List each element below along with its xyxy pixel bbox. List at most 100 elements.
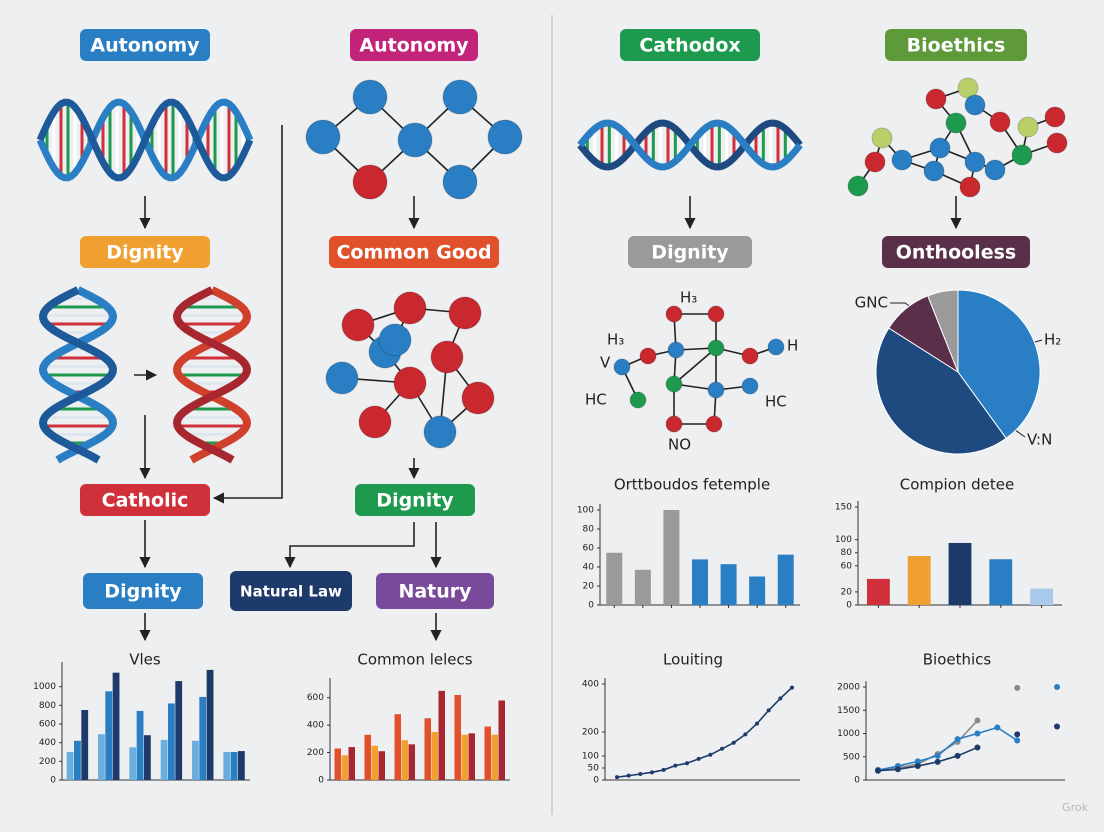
bar <box>461 734 468 780</box>
bar <box>498 700 505 780</box>
y-tick-label: 20 <box>841 587 853 597</box>
atom <box>964 151 986 173</box>
bar <box>989 559 1013 605</box>
point <box>914 758 921 765</box>
pie-label: GNC <box>855 294 888 312</box>
bond <box>673 347 717 385</box>
point <box>974 744 981 751</box>
chart-title: Common lelecs <box>357 651 472 669</box>
atom <box>305 119 341 155</box>
bar <box>424 718 431 780</box>
bar <box>175 681 183 780</box>
bar <box>136 710 144 780</box>
pie-slice <box>927 289 959 373</box>
point <box>661 767 666 772</box>
point <box>615 775 619 780</box>
point <box>743 732 748 737</box>
atom <box>925 88 947 110</box>
y-tick-label: 2000 <box>837 683 860 693</box>
atom <box>1011 144 1033 166</box>
pie-slice <box>957 289 1041 440</box>
pill-label: Dignity <box>651 242 729 264</box>
chart-title: Orttboudos fetemple <box>614 476 770 494</box>
atom-label: V <box>600 354 611 372</box>
line-series <box>878 687 1057 770</box>
bar <box>394 714 401 780</box>
bar <box>438 690 445 780</box>
atom <box>393 291 427 325</box>
pill-label: Natural Law <box>240 583 342 601</box>
bar <box>192 740 199 780</box>
point <box>894 766 901 773</box>
y-tick-label: 200 <box>39 757 56 767</box>
y-tick-label: 40 <box>583 563 595 573</box>
point <box>755 721 759 726</box>
pie-label: V:N <box>1027 431 1052 449</box>
atom <box>929 137 951 159</box>
y-tick-label: 0 <box>318 776 324 786</box>
bar <box>378 751 385 780</box>
atom <box>945 112 967 134</box>
point <box>778 696 783 701</box>
chart-title: Bioethics <box>923 651 992 669</box>
pill: Natury <box>376 573 494 609</box>
y-tick-label: 200 <box>582 728 599 738</box>
chart-title: Vles <box>129 651 161 669</box>
point <box>790 685 794 690</box>
y-tick-label: 60 <box>583 544 595 554</box>
bar <box>634 569 651 605</box>
atom <box>665 305 683 323</box>
point <box>638 772 643 776</box>
atom <box>864 151 886 173</box>
y-tick-label: 100 <box>835 535 852 545</box>
bar <box>1030 588 1054 605</box>
bar <box>81 710 89 780</box>
atom <box>1044 106 1066 128</box>
atom <box>964 94 986 116</box>
y-tick-label: 400 <box>307 721 324 731</box>
bar <box>168 703 175 780</box>
y-tick-label: 1500 <box>837 706 860 716</box>
pill: Onthooless <box>882 236 1030 268</box>
atom <box>352 164 388 200</box>
point <box>1014 731 1021 738</box>
bar <box>143 735 151 780</box>
y-tick-label: 400 <box>582 680 599 690</box>
point <box>914 763 921 770</box>
atom <box>707 305 725 323</box>
atom-label: HC <box>585 391 607 409</box>
point <box>1014 737 1021 744</box>
y-tick-label: 80 <box>583 525 595 535</box>
point <box>994 724 1001 731</box>
bar <box>112 672 120 780</box>
line-series <box>616 687 793 778</box>
bar <box>491 734 498 780</box>
bar <box>237 751 245 780</box>
y-tick-label: 80 <box>841 548 853 558</box>
pie-slice <box>875 327 1007 455</box>
point <box>954 736 961 743</box>
y-tick-label: 60 <box>841 561 853 571</box>
atom <box>461 381 495 415</box>
dna-strand <box>38 286 118 464</box>
atom <box>959 176 981 198</box>
atom <box>705 415 723 433</box>
pill-label: Dignity <box>376 490 454 512</box>
y-tick-label: 0 <box>50 776 56 786</box>
pill-label: Autonomy <box>90 35 200 57</box>
pill-label: Onthooless <box>896 242 1016 264</box>
y-tick-label: 0 <box>593 776 599 786</box>
atom <box>442 79 478 115</box>
y-tick-label: 600 <box>39 720 56 730</box>
chart-title: Compion detee <box>900 476 1015 494</box>
y-tick-label: 100 <box>582 752 599 762</box>
dna-strand <box>172 286 252 464</box>
y-tick-label: 400 <box>39 738 56 748</box>
y-tick-label: 1000 <box>33 682 56 692</box>
bar <box>431 732 438 780</box>
y-tick-label: 50 <box>588 764 600 774</box>
y-tick-label: 1000 <box>837 729 860 739</box>
atom <box>741 347 759 365</box>
point <box>974 730 981 737</box>
atom <box>741 377 759 395</box>
